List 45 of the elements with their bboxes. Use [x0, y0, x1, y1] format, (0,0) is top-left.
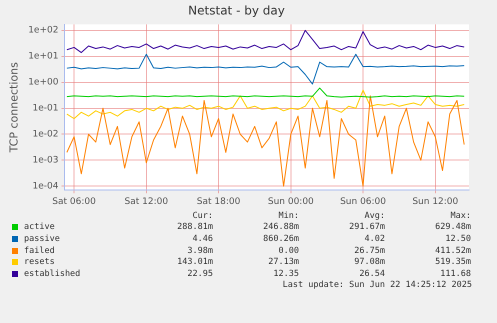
text: Max: — [450, 210, 471, 221]
legend-label: failed — [23, 246, 56, 256]
chart-title: Netstat - by day — [188, 3, 285, 18]
x-tick-label: Sun 06:00 — [340, 196, 386, 207]
text: 111.68 — [439, 268, 471, 279]
y-tick-label: 1e+00 — [28, 78, 59, 88]
text: 27.13m — [267, 257, 299, 268]
x-tick-label: Sun 00:00 — [268, 196, 314, 207]
legend-label: resets — [23, 257, 56, 268]
text: 3.98m — [186, 246, 213, 256]
y-tick-label: 1e-01 — [32, 104, 58, 114]
text: 519.35m — [434, 257, 471, 268]
text: 629.48m — [434, 222, 471, 232]
text: 26.54 — [358, 268, 385, 279]
y-tick-label: 1e+01 — [28, 52, 58, 62]
text: 12.35 — [272, 268, 299, 279]
text: 291.67m — [348, 222, 385, 232]
text: Min: — [278, 210, 299, 221]
y-tick-label: 1e-02 — [32, 130, 58, 140]
text: 4.02 — [364, 234, 385, 244]
x-tick-label: Sat 12:00 — [124, 196, 168, 207]
legend-label: established — [23, 268, 82, 279]
text: Cur: — [192, 210, 213, 221]
text: 288.81m — [176, 222, 213, 232]
text: 4.46 — [192, 234, 213, 244]
text: 143.01m — [176, 257, 213, 268]
text: Last update: Sun Jun 22 14:25:12 2025 — [282, 280, 472, 292]
x-tick-label: Sat 06:00 — [52, 196, 96, 207]
text: 26.75m — [353, 246, 385, 256]
legend-label: active — [23, 222, 56, 232]
y-axis-title: TCP connections — [7, 62, 20, 154]
text: 12.50 — [444, 234, 471, 244]
x-tick-label: Sun 12:00 — [412, 196, 459, 207]
text: 246.88m — [262, 222, 299, 232]
y-tick-label: 1e-03 — [32, 156, 58, 166]
text: 0.00 — [278, 246, 299, 256]
text: 411.52m — [434, 246, 471, 256]
y-tick-label: 1e-04 — [32, 182, 59, 192]
text: 860.26m — [262, 234, 299, 244]
y-tick-label: 1e+02 — [28, 26, 58, 36]
legend-label: passive — [23, 234, 61, 244]
x-tick-label: Sat 18:00 — [196, 196, 241, 207]
text: 97.08m — [353, 257, 385, 268]
text: Avg: — [364, 210, 385, 221]
text: 22.95 — [186, 268, 213, 279]
